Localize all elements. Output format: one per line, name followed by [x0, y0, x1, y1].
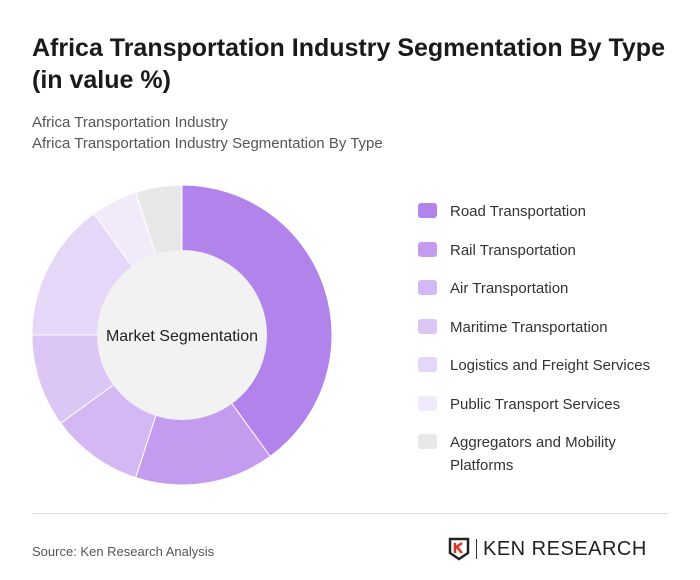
legend-swatch: [418, 357, 437, 372]
legend-swatch: [418, 318, 437, 334]
subtitle-industry: Africa Transportation Industry: [32, 114, 228, 131]
ken-logo-icon: [448, 537, 470, 561]
legend-swatch: [418, 434, 437, 449]
donut-chart: Market Segmentation: [31, 184, 333, 486]
legend-label: Air Transportation: [450, 280, 569, 297]
ken-research-logo: KEN RESEARCH: [448, 537, 647, 561]
legend-label: Maritime Transportation: [450, 318, 608, 336]
center-label: Market Segmentation: [106, 328, 258, 345]
divider: [32, 513, 668, 514]
legend-swatch: [418, 280, 437, 295]
legend-swatch: [418, 395, 437, 411]
legend-swatch: [418, 241, 437, 257]
subtitle-segmentation: Africa Transportation Industry Segmentat…: [32, 135, 383, 152]
source-note: Source: Ken Research Analysis: [32, 544, 215, 559]
legend-label: Aggregators and Mobility Platforms: [450, 434, 616, 474]
donut-hole: [97, 250, 267, 420]
legend-label: Logistics and Freight Services: [450, 357, 651, 374]
legend-label: Road Transportation: [450, 203, 586, 220]
legend-label: Rail Transportation: [450, 241, 576, 259]
chart-title: Africa Transportation Industry Segmentat…: [32, 34, 665, 94]
logo-text: KEN RESEARCH: [483, 537, 647, 560]
legend-swatch: [418, 203, 437, 218]
legend-label: Public Transport Services: [450, 395, 621, 413]
